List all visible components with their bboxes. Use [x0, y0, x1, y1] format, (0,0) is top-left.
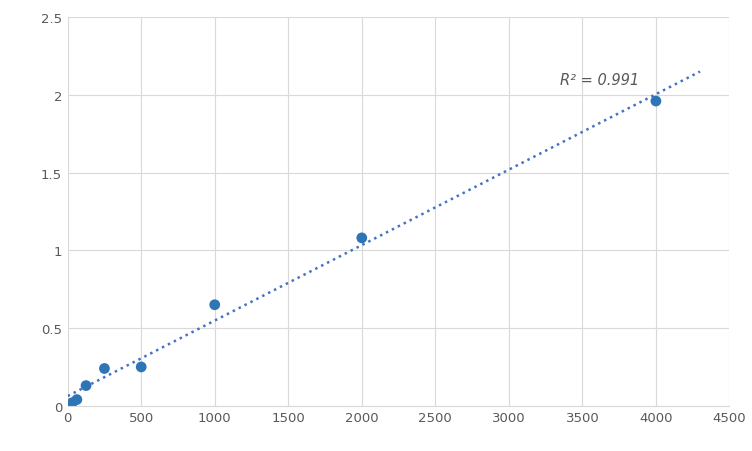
Point — [71, 396, 83, 403]
Point — [80, 382, 92, 389]
Point — [650, 98, 662, 106]
Point — [99, 365, 111, 372]
Text: R² = 0.991: R² = 0.991 — [560, 73, 639, 87]
Point — [356, 235, 368, 242]
Point — [135, 364, 147, 371]
Point — [66, 399, 78, 406]
Point — [209, 301, 221, 308]
